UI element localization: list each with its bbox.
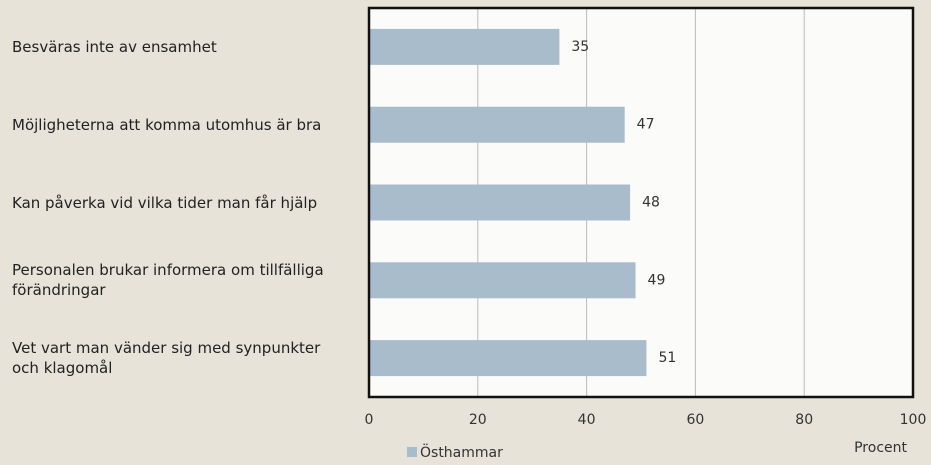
- legend-label: Östhammar: [420, 443, 503, 461]
- x-tick-label: 20: [469, 412, 487, 428]
- x-tick-label: 80: [795, 412, 813, 428]
- legend-swatch: [407, 447, 417, 457]
- category-label: Besväras inte av ensamhet: [12, 37, 217, 56]
- x-tick-label: 0: [365, 412, 374, 428]
- plot-border: [367, 6, 915, 399]
- category-label: Vet vart man vänder sig med synpunkter o…: [12, 339, 321, 378]
- data-label: 35: [571, 39, 589, 55]
- x-tick-label: 60: [686, 412, 704, 428]
- bar: [369, 106, 625, 143]
- data-label: 51: [658, 350, 676, 366]
- x-tick-label: 40: [578, 412, 596, 428]
- x-axis-label: Procent: [854, 440, 907, 456]
- bar: [369, 262, 636, 299]
- x-tick-label: 100: [900, 412, 927, 428]
- category-label: Möjligheterna att komma utomhus är bra: [12, 115, 322, 134]
- data-label: 48: [642, 195, 660, 211]
- bar: [369, 28, 560, 65]
- category-label: Kan påverka vid vilka tider man får hjäl…: [12, 193, 318, 212]
- data-label: 49: [648, 272, 666, 288]
- bar: [369, 184, 631, 221]
- category-label: Personalen brukar informera om tillfälli…: [12, 261, 324, 300]
- bar: [369, 340, 647, 377]
- data-label: 47: [637, 117, 655, 133]
